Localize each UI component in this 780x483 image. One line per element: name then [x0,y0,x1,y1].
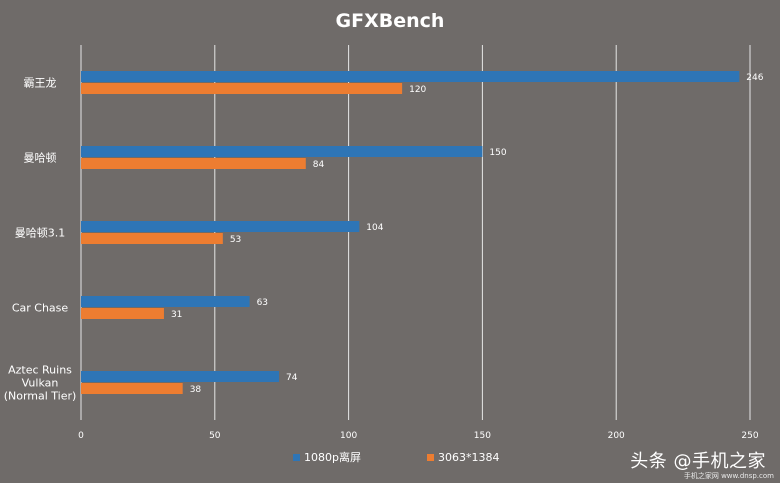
x-tick-label: 150 [474,431,491,441]
data-label: 53 [230,235,241,245]
legend-swatch [427,454,434,461]
y-category-label-line: Car Chase [12,302,69,315]
y-category-label: 霸王龙 [24,77,57,90]
bar [81,146,483,157]
legend-swatch [293,454,300,461]
y-category-label-line: (Normal Tier) [4,390,77,403]
bar [81,233,223,244]
bar [81,371,280,382]
bar [81,83,403,94]
bar [81,221,360,232]
y-category-label-line: Aztec Ruins [8,364,72,377]
y-category-label: 曼哈顿 [24,151,57,165]
x-tick-label: 0 [78,431,84,441]
data-label: 150 [489,148,506,158]
watermark-text: 头条 @手机之家 [630,451,766,472]
y-category-label: 曼哈顿3.1 [15,226,66,240]
data-label: 120 [409,85,426,95]
y-category-label: Car Chase [12,302,69,315]
bar [81,383,183,394]
bar [81,71,740,82]
legend-label: 1080p离屏 [304,450,361,464]
x-tick-label: 100 [340,431,357,441]
chart-title: GFXBench [335,10,445,32]
bar [81,296,250,307]
data-label: 246 [746,73,763,83]
data-label: 63 [257,298,268,308]
bar [81,158,306,169]
x-tick-label: 200 [608,431,625,441]
x-tick-label: 50 [209,431,221,441]
y-category-label-line: 霸王龙 [24,77,57,90]
data-label: 31 [171,310,182,320]
legend-label: 3063*1384 [438,451,500,464]
data-label: 74 [286,373,298,383]
x-tick-label: 250 [741,431,758,441]
y-category-label-line: 曼哈顿3.1 [15,226,66,240]
bar [81,308,164,319]
data-label: 84 [313,160,325,170]
data-label: 104 [366,223,383,233]
y-category-label-line: Vulkan [22,377,59,390]
data-label: 38 [190,385,202,395]
watermark-subtext: 手机之家网 www.dnsp.com [683,472,774,480]
y-category-label: Aztec Ruins Vulkan (Normal Tier) [4,364,77,403]
y-category-label-line: 曼哈顿 [24,151,57,165]
